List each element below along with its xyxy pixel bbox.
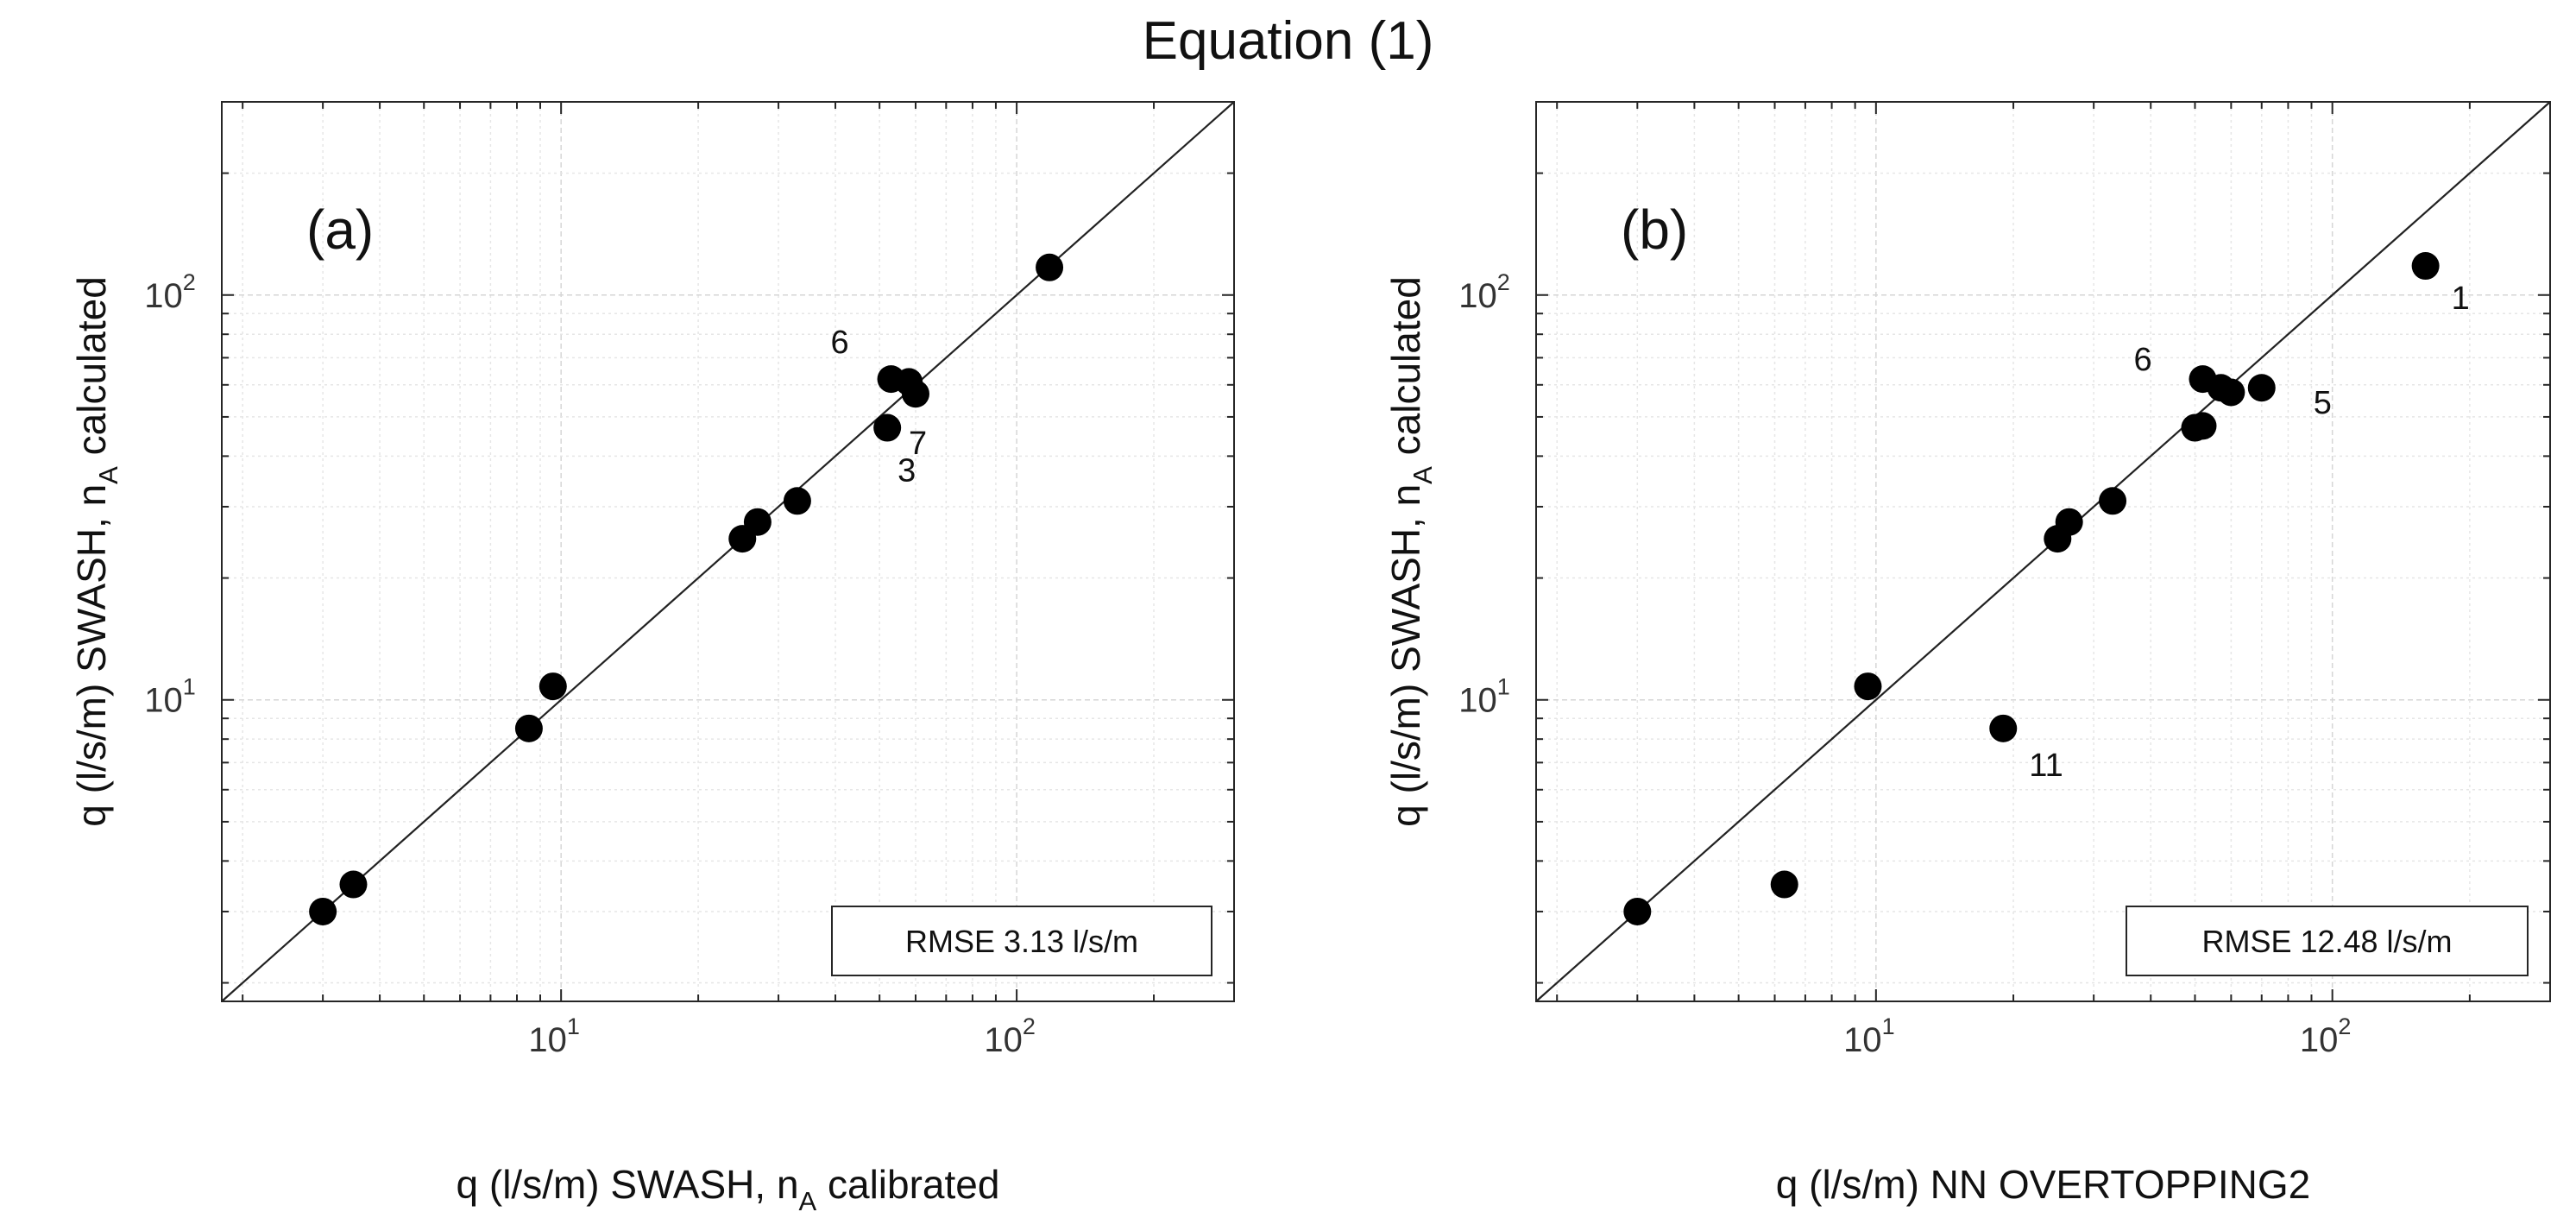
axes-frame bbox=[1535, 101, 2551, 1002]
y-tick-label: 101 bbox=[144, 674, 196, 720]
rmse-label: RMSE 12.48 l/s/m bbox=[2201, 924, 2452, 959]
data-point bbox=[2055, 508, 2083, 536]
data-point bbox=[1036, 253, 1064, 281]
data-point bbox=[339, 870, 368, 899]
y-tick-label: 102 bbox=[1458, 269, 1510, 315]
axes-frame bbox=[221, 101, 1235, 1002]
x-tick-label: 101 bbox=[528, 1013, 580, 1059]
x-tick-label: 101 bbox=[1843, 1013, 1895, 1059]
point-label: 6 bbox=[831, 325, 849, 361]
data-point bbox=[539, 672, 567, 701]
x-tick-label: 102 bbox=[2300, 1013, 2352, 1059]
panel-label: (b) bbox=[1621, 199, 1688, 261]
panel-a: 101 101 102 102 3 6 7 (a) RMSE 3.13 l/s/m q (l/s/… bbox=[69, 101, 1235, 1212]
rmse-label: RMSE 3.13 l/s/m bbox=[905, 924, 1138, 959]
y-tick-label: 101 bbox=[1458, 674, 1510, 720]
data-point bbox=[514, 714, 543, 742]
data-point bbox=[1623, 897, 1652, 925]
data-point bbox=[901, 380, 929, 408]
x-axis-label: q (l/s/m) NN OVERTOPPING2 bbox=[1776, 1162, 2310, 1207]
y-axis-label: q (l/s/m) SWASH, nA calculated bbox=[1383, 276, 1438, 827]
point-label: 6 bbox=[2133, 342, 2151, 378]
data-point bbox=[743, 508, 772, 536]
reference-line bbox=[1535, 101, 2551, 1002]
y-axis-label: q (l/s/m) SWASH, nA calculated bbox=[69, 276, 123, 827]
point-label: 5 bbox=[2314, 385, 2332, 421]
panel-label: (a) bbox=[306, 199, 374, 261]
data-point bbox=[2411, 252, 2440, 281]
data-point bbox=[1989, 714, 2018, 742]
data-point bbox=[2247, 374, 2276, 402]
data-point bbox=[1770, 870, 1798, 899]
y-tick-label: 102 bbox=[144, 269, 196, 315]
x-tick-label: 102 bbox=[984, 1013, 1036, 1059]
data-point bbox=[1854, 672, 1882, 701]
data-point bbox=[783, 487, 811, 515]
data-point bbox=[2099, 487, 2127, 515]
data-point bbox=[309, 897, 337, 925]
figure-title: Equation (1) bbox=[1142, 11, 1434, 71]
panel-b: 101 101 102 102 11 6 5 1 (b) RMSE 12.48 l/s/m q (l… bbox=[1383, 101, 2551, 1207]
data-point bbox=[2217, 378, 2245, 407]
rmse-box bbox=[831, 906, 1212, 976]
reference-line bbox=[221, 101, 1235, 1002]
point-label: 11 bbox=[2029, 748, 2063, 784]
point-label: 3 bbox=[898, 453, 916, 489]
data-point bbox=[2189, 412, 2217, 440]
point-label: 7 bbox=[909, 426, 927, 462]
point-label: 1 bbox=[2452, 281, 2470, 317]
x-axis-label: q (l/s/m) SWASH, nA calibrated bbox=[457, 1162, 1000, 1212]
data-point bbox=[873, 413, 902, 442]
rmse-box bbox=[2126, 906, 2529, 976]
